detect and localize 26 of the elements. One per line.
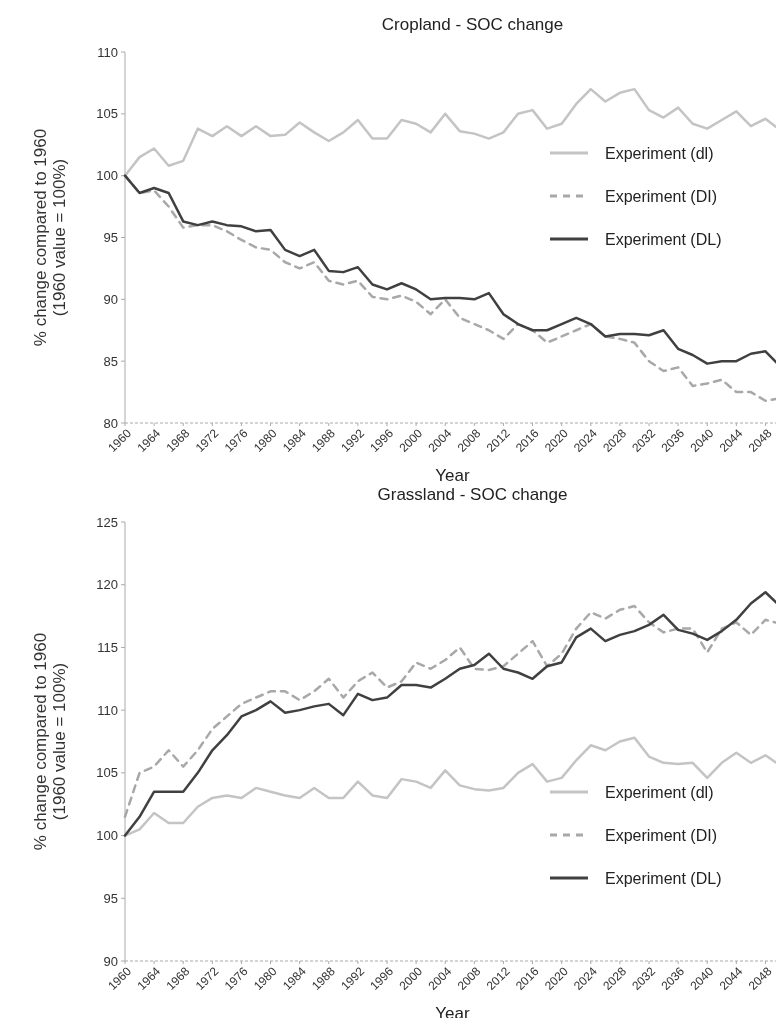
y-tick-label: 100 (96, 828, 118, 844)
chart-title: Cropland - SOC change (381, 15, 564, 34)
y-tick-label: 90 (103, 953, 118, 969)
y-axis-title: % change compared to 1960 (1960 value = 100%) (30, 632, 70, 851)
y-tick-label: 115 (97, 639, 118, 655)
legend-label: Experiment (DL) (605, 869, 722, 887)
y-tick-label: 95 (103, 230, 118, 246)
y-tick-label: 90 (103, 291, 118, 307)
chart-title: Grassland - SOC change (377, 485, 568, 504)
legend-label: Experiment (dl) (605, 144, 714, 162)
y-tick-label: 105 (96, 765, 118, 781)
y-tick-label: 85 (103, 353, 118, 369)
y-tick-label: 105 (96, 106, 118, 122)
legend-label: Experiment (DI) (605, 826, 718, 844)
y-tick-label: 125 (96, 514, 118, 530)
legend-label: Experiment (dl) (605, 783, 714, 801)
x-axis-title: Year (435, 466, 471, 485)
legend-label: Experiment (DI) (605, 187, 718, 205)
y-tick-label: 120 (96, 577, 118, 593)
legend-label: Experiment (DL) (605, 230, 722, 248)
y-axis-title: % change compared to 1960 (1960 value = 100%) (30, 128, 70, 347)
y-tick-label: 100 (96, 168, 118, 184)
y-tick-label: 80 (103, 415, 118, 431)
y-tick-label: 110 (97, 44, 118, 60)
y-tick-label: 110 (97, 702, 118, 718)
y-tick-label: 95 (103, 890, 118, 906)
